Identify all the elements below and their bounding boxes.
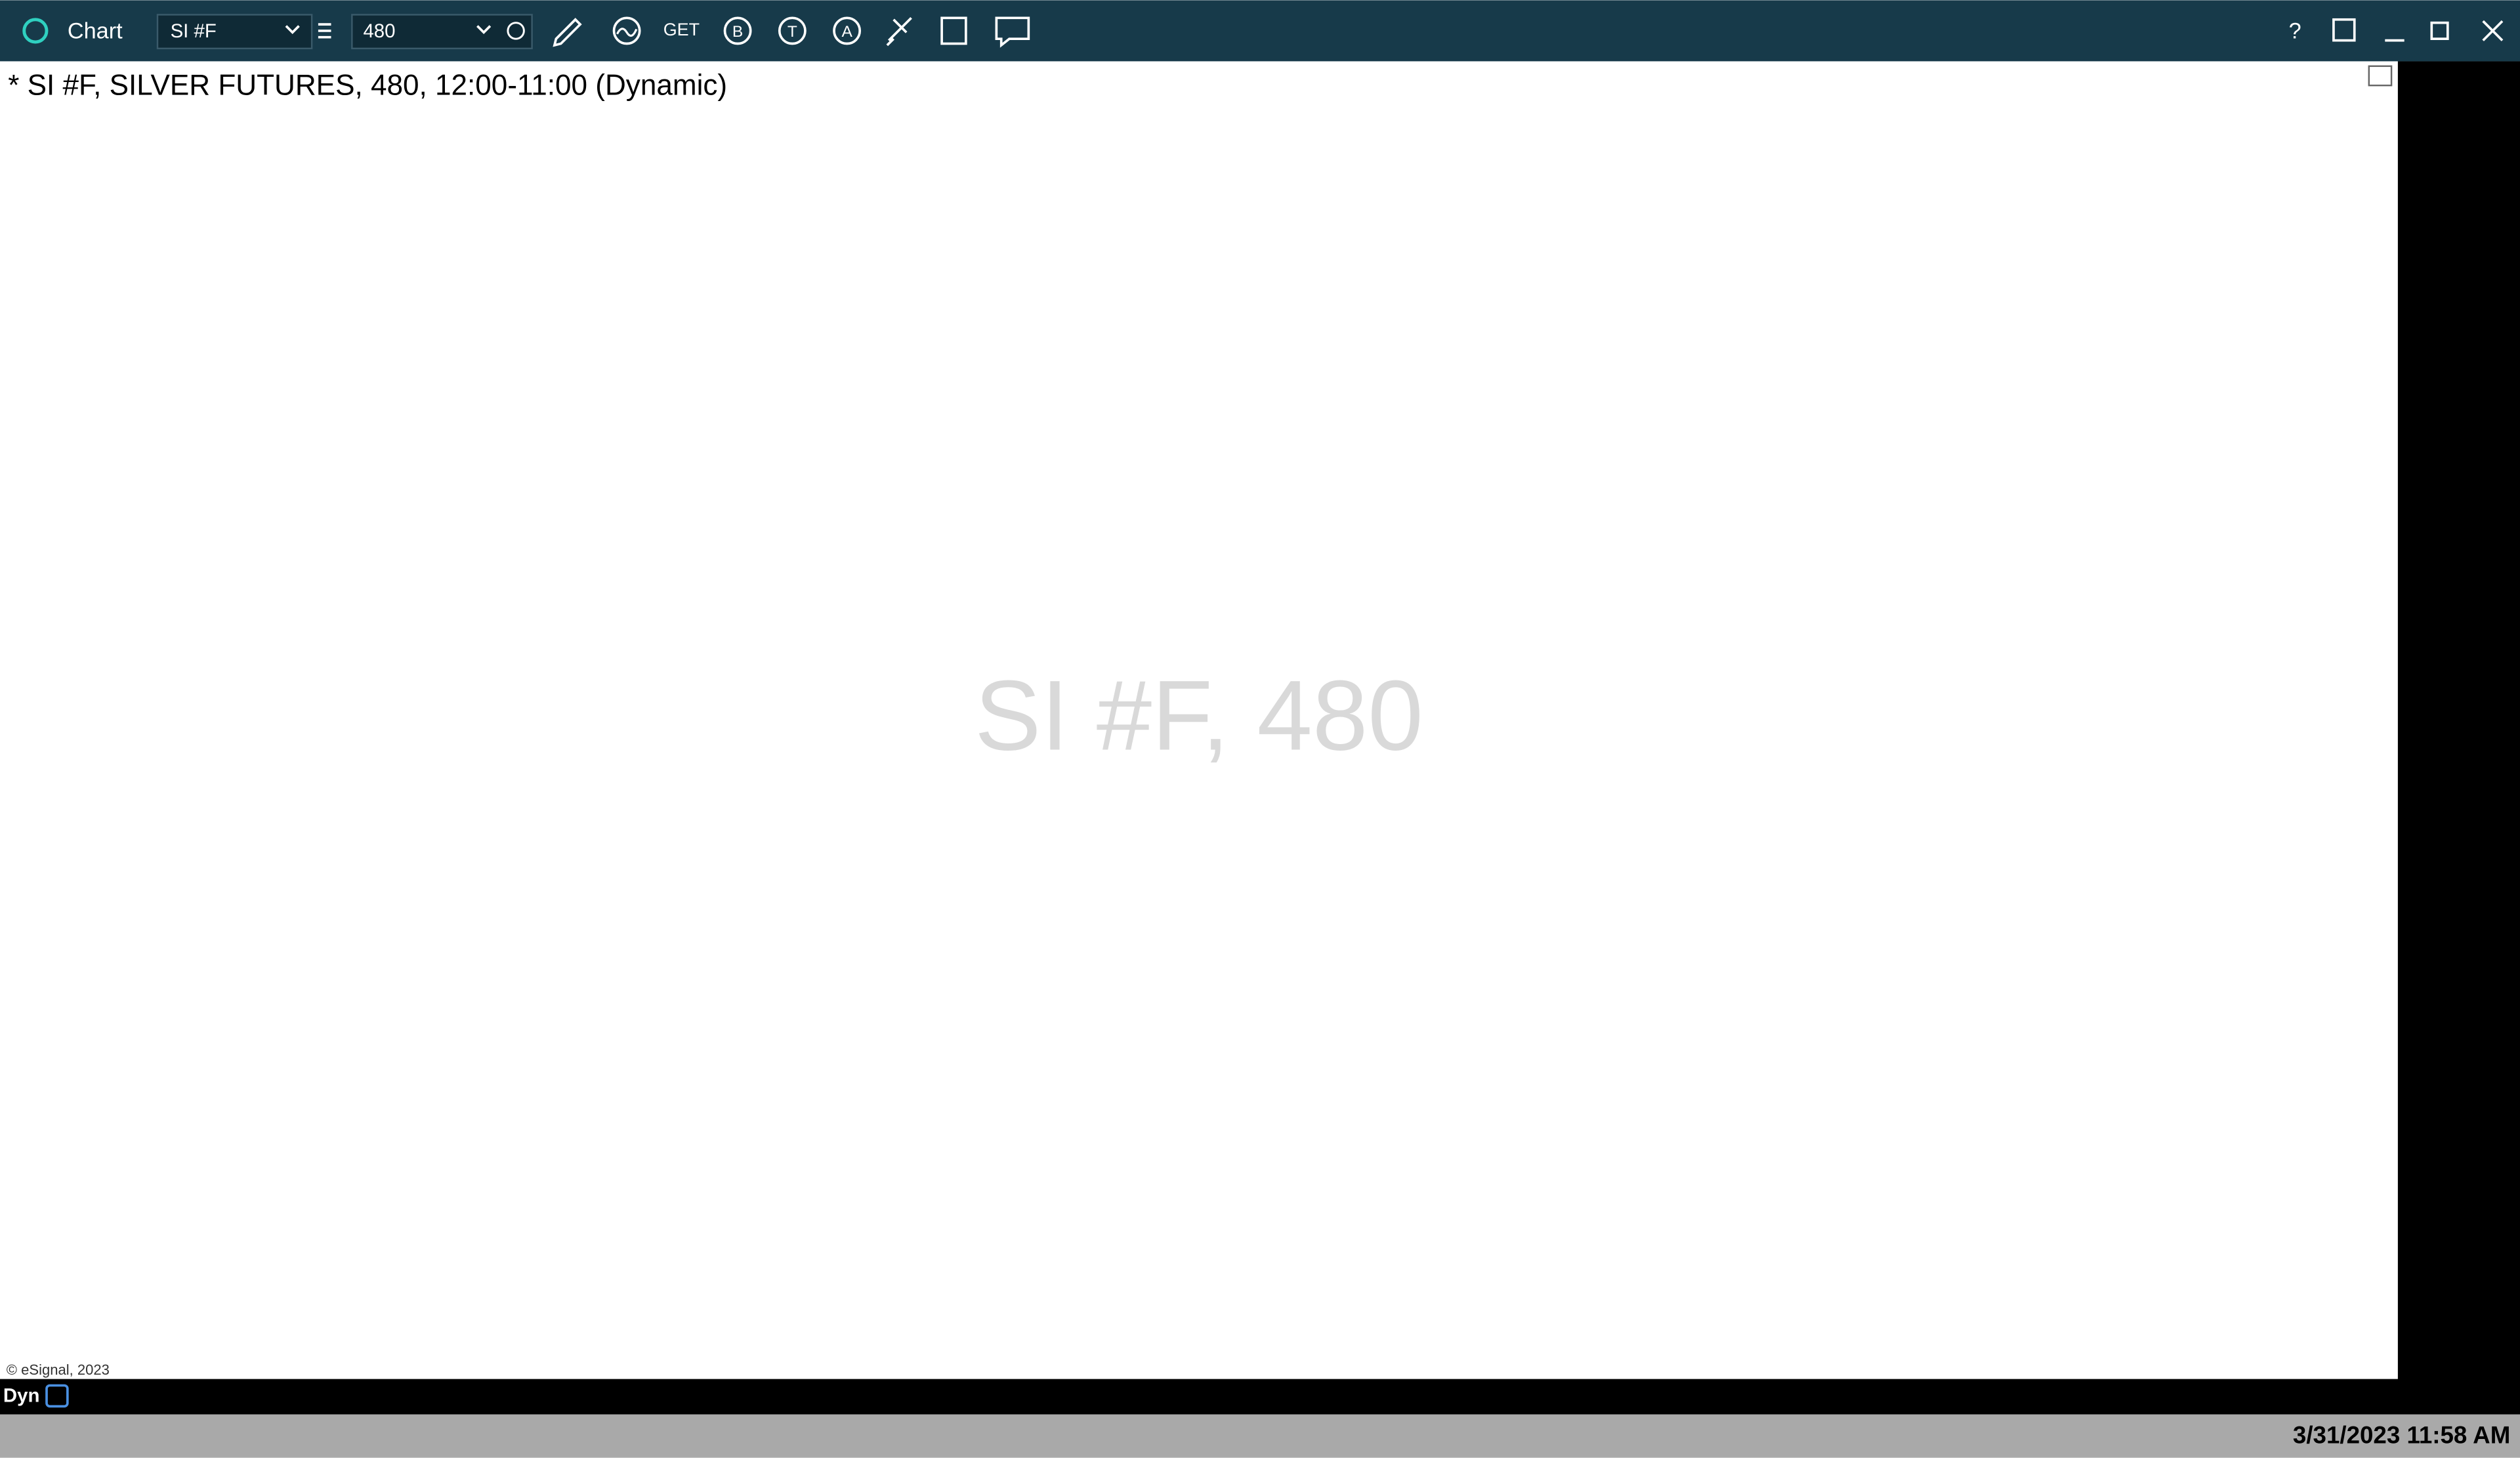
study-icon[interactable] xyxy=(612,16,641,45)
interval-box[interactable] xyxy=(351,14,533,50)
cursor-icon[interactable] xyxy=(886,17,912,47)
b-icon[interactable] xyxy=(723,16,752,45)
close-button[interactable] xyxy=(2482,20,2504,41)
status-datetime: 3/31/2023 11:58 AM xyxy=(2293,1421,2510,1448)
draw-icon[interactable] xyxy=(553,18,582,47)
study-wave xyxy=(616,28,638,37)
watermark: SI #F, 480 xyxy=(975,661,1423,772)
chart-title: * SI #F, SILVER FUTURES, 480, 12:00-11:0… xyxy=(8,69,727,101)
b-icon-label: B xyxy=(732,23,743,41)
app-name: Chart xyxy=(68,18,123,43)
t-icon[interactable] xyxy=(778,16,807,45)
chat-icon[interactable] xyxy=(995,16,1030,48)
notes-icon[interactable] xyxy=(940,16,967,45)
interval-dropdown[interactable] xyxy=(476,25,492,34)
a-icon[interactable] xyxy=(833,16,862,45)
help-button[interactable]: ? xyxy=(2289,18,2301,43)
symbol-box[interactable] xyxy=(156,14,313,50)
app-icon[interactable] xyxy=(22,18,49,44)
status-bar xyxy=(0,1414,2520,1458)
symbol-input[interactable]: SI #F xyxy=(171,20,217,42)
interval-clock[interactable] xyxy=(507,22,525,40)
copyright: © eSignal, 2023 xyxy=(7,1362,110,1378)
lock-icon[interactable] xyxy=(45,1384,69,1408)
symbol-menu[interactable] xyxy=(318,23,331,39)
time-axis xyxy=(0,1379,2520,1415)
interval-input[interactable]: 480 xyxy=(363,20,395,42)
axis-button[interactable] xyxy=(2368,65,2393,87)
layout-button[interactable] xyxy=(2332,18,2356,42)
restore-button[interactable] xyxy=(2430,21,2449,41)
symbol-dropdown[interactable] xyxy=(285,25,300,34)
plot-area xyxy=(0,61,2398,1379)
get-icon[interactable]: GET xyxy=(663,20,700,39)
t-icon-label: T xyxy=(788,23,797,41)
mode-label[interactable]: Dyn xyxy=(3,1385,40,1406)
a-icon-label: A xyxy=(841,23,852,41)
price-axis xyxy=(2397,61,2520,1415)
